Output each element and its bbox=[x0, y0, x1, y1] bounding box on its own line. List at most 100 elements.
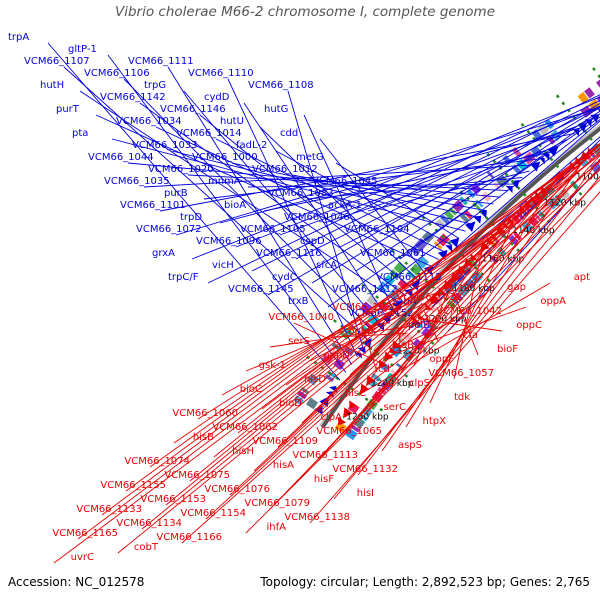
scale-tick-label: 1100 kbp bbox=[576, 172, 600, 182]
gene-label: sfcA bbox=[316, 260, 337, 271]
gene-label: VCM66_1155 bbox=[100, 480, 166, 491]
gene-label: VCM66_1142 bbox=[100, 92, 166, 103]
gene-leader-line bbox=[301, 201, 532, 424]
feature-band-segment bbox=[324, 374, 335, 383]
gene-label: VCM66_1034 bbox=[116, 116, 182, 127]
gene-leader-line bbox=[63, 66, 370, 342]
feature-band-segment bbox=[486, 170, 495, 180]
gene-label: VCM66_1111 bbox=[128, 56, 194, 67]
gene-leader-line bbox=[205, 159, 600, 520]
gene-label: gltP-1 bbox=[68, 44, 97, 55]
gene-leader-line bbox=[327, 116, 600, 308]
gene-label: VCM66_1115 bbox=[376, 272, 442, 283]
feature-band-segment bbox=[395, 362, 405, 371]
gene-leader-line bbox=[449, 282, 479, 356]
gene-label: fadL-2 bbox=[236, 140, 267, 151]
gene-label: VCM66_1083 bbox=[268, 188, 334, 199]
scale-spoke bbox=[519, 121, 583, 196]
feature-band-segment bbox=[350, 424, 361, 433]
gene-label: VCM66_1062 bbox=[212, 422, 278, 433]
gene-label: VCM66_1166 bbox=[156, 532, 222, 543]
gene-label: VCM66_1146 bbox=[160, 104, 226, 115]
feature-band-segment bbox=[451, 199, 465, 213]
gene-label: bioA bbox=[224, 200, 246, 211]
gene-label: cydC bbox=[272, 272, 297, 283]
gene-label: cobT bbox=[134, 542, 159, 553]
gene-label: VCM66_1132 bbox=[332, 464, 398, 475]
feature-band-segment bbox=[433, 241, 443, 250]
feature-band-segment bbox=[306, 373, 319, 386]
forward-gene-arrow bbox=[464, 221, 476, 232]
forward-gene-arrow bbox=[542, 153, 550, 161]
gene-label: VCM66_1012 bbox=[252, 164, 318, 175]
gene-leader-line bbox=[259, 126, 420, 282]
gene-label: clpS bbox=[409, 378, 430, 389]
feature-band-segment bbox=[531, 129, 543, 140]
feature-band-segment bbox=[366, 295, 378, 307]
gene-label: VCM66_1075 bbox=[164, 470, 230, 481]
gene-label: purT bbox=[56, 104, 80, 115]
gene-label: uvrC bbox=[71, 552, 94, 563]
gene-leader-line bbox=[139, 102, 407, 297]
gene-leader-line bbox=[111, 138, 466, 232]
gene-leader-line bbox=[125, 142, 600, 492]
feature-band-segment bbox=[353, 416, 366, 429]
gene-label: aspS bbox=[398, 440, 422, 451]
gene-label: gsk-1 bbox=[259, 360, 286, 371]
reverse-gene-arrow bbox=[360, 383, 370, 394]
gene-label: hisC bbox=[345, 388, 366, 399]
gene-label: icd bbox=[375, 364, 390, 375]
gene-label: grxA bbox=[152, 248, 175, 259]
scale-spoke bbox=[485, 151, 551, 224]
gene-leader-line bbox=[245, 179, 600, 534]
feature-band-segment bbox=[398, 337, 409, 347]
feature-band-segment bbox=[496, 246, 507, 257]
gene-label: VCM66_1101 bbox=[120, 200, 186, 211]
gene-label: oppD bbox=[323, 350, 350, 361]
feature-band-segment bbox=[393, 261, 407, 275]
gene-label: VCM66_1035 bbox=[104, 176, 170, 187]
gene-leader-line bbox=[219, 127, 583, 224]
gene-leader-line bbox=[79, 90, 401, 304]
gene-leader-line bbox=[175, 107, 600, 236]
feature-band-segment bbox=[459, 213, 470, 223]
gene-label: bioC bbox=[240, 384, 262, 395]
gene-label: metG bbox=[296, 152, 324, 163]
gene-leader-line bbox=[279, 121, 590, 236]
gene-label: hisB bbox=[193, 432, 214, 443]
gene-leader-line bbox=[127, 162, 501, 198]
gene-label: VCM66_1079 bbox=[244, 498, 310, 509]
gene-leader-line bbox=[323, 145, 560, 224]
feature-band-segment bbox=[364, 321, 374, 330]
forward-gene-arrow bbox=[410, 280, 421, 291]
gene-label: hutH bbox=[40, 80, 64, 91]
gene-label: trxB bbox=[288, 296, 309, 307]
gene-leader-line bbox=[309, 191, 600, 524]
genome-summary-label: Topology: circular; Length: 2,892,523 bp… bbox=[260, 575, 590, 589]
scale-spoke bbox=[389, 247, 462, 313]
gene-leader-line bbox=[388, 306, 527, 357]
gene-leader-line bbox=[53, 154, 600, 564]
gene-label: purB bbox=[164, 188, 188, 199]
feature-band-segment bbox=[389, 269, 400, 280]
gene-leader-line bbox=[413, 275, 457, 366]
gene-label: VCM66_1061 bbox=[360, 248, 426, 259]
map-title: Vibrio cholerae M66-2 chromosome I, comp… bbox=[115, 4, 495, 20]
gene-label: ackA-1 bbox=[328, 200, 362, 211]
gene-label: trpC/F bbox=[168, 272, 199, 283]
gene-label: VCM66_1060 bbox=[172, 408, 238, 419]
feature-band-segment bbox=[577, 91, 589, 104]
gene-label: cydD bbox=[204, 92, 230, 103]
gene-label: hisA bbox=[273, 460, 294, 471]
feature-band-segment bbox=[472, 201, 481, 211]
feature-band-segment bbox=[493, 182, 502, 191]
gene-leader-line bbox=[453, 248, 484, 380]
gene-label: VCM66_1133 bbox=[76, 504, 142, 515]
gene-label: VCM66_1112 bbox=[332, 284, 398, 295]
gene-label: VCM66_1110 bbox=[188, 68, 254, 79]
scale-tick-label: 1200 kbp bbox=[424, 315, 467, 325]
gene-leader-line bbox=[339, 115, 598, 248]
gene-leader-line bbox=[429, 214, 518, 404]
feature-band-segment bbox=[470, 270, 484, 284]
gene-leader-line bbox=[155, 126, 439, 260]
